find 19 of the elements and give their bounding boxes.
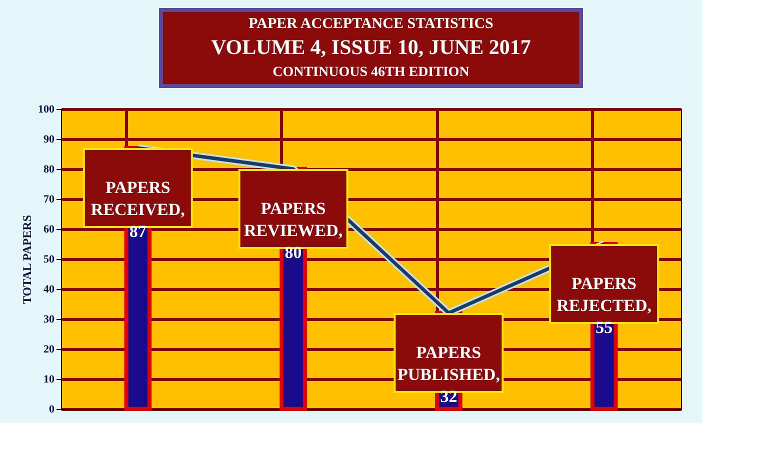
y-tick-label: 40 (44, 284, 55, 296)
data-label: PAPERS PUBLISHED, 32 (397, 343, 500, 406)
data-label: PAPERS REJECTED, 55 (556, 274, 652, 337)
data-label: PAPERS REVIEWED, 80 (244, 199, 343, 262)
data-label: PAPERS RECEIVED, 87 (90, 178, 185, 241)
y-tick-label: 50 (44, 254, 55, 266)
chart-subtitle: VOLUME 4, ISSUE 10, JUNE 2017 (211, 35, 531, 59)
y-tick-label: 30 (44, 314, 55, 326)
y-tick-label: 70 (44, 194, 55, 206)
chart-title: PAPER ACCEPTANCE STATISTICS (248, 16, 494, 32)
y-tick-label: 60 (44, 224, 55, 236)
y-tick-label: 0 (49, 404, 55, 416)
text: CONTINUOUS 46TH EDITION (272, 65, 470, 80)
y-axis-title: TOTAL PAPERS (20, 214, 34, 304)
y-tick-label: 90 (44, 134, 55, 146)
y-tick-label: 80 (44, 164, 55, 176)
y-tick-label: 20 (44, 344, 55, 356)
y-tick-label: 100 (38, 104, 55, 116)
y-tick-label: 10 (44, 374, 55, 386)
